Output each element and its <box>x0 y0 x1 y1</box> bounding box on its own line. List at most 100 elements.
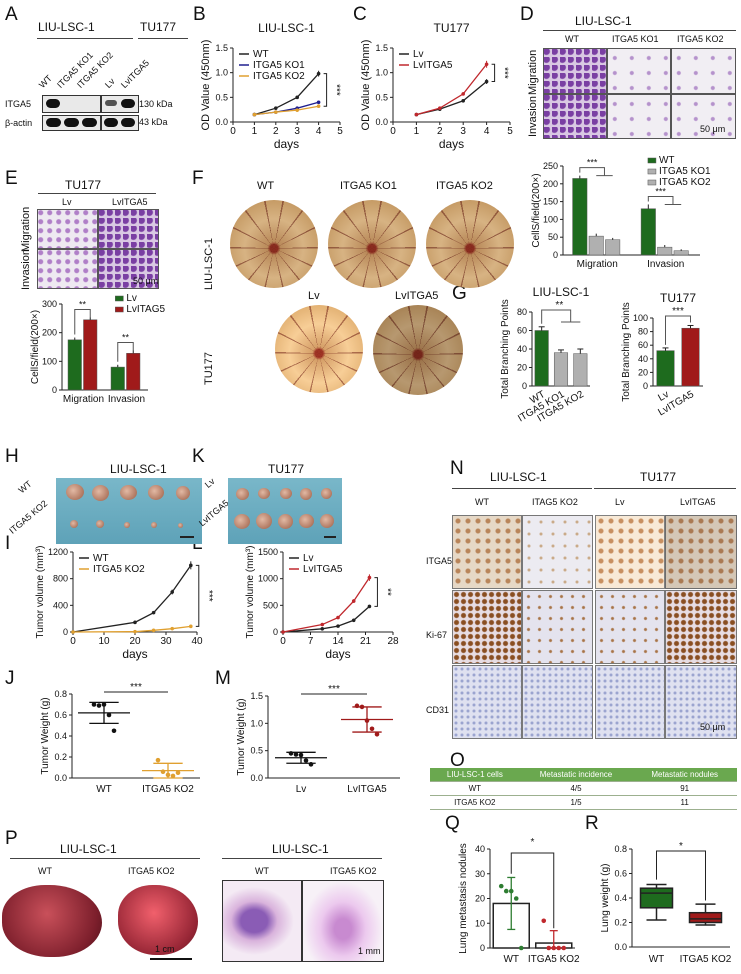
data-point <box>556 945 562 951</box>
data-point <box>189 563 193 568</box>
bar <box>673 250 689 256</box>
x-tick-label: LvITGA5 <box>347 784 387 795</box>
y-tick-label: 1500 <box>258 547 278 557</box>
bar <box>572 178 588 256</box>
column-label: ITAG5 KO2 <box>532 497 578 507</box>
data-point <box>503 888 509 894</box>
data-point <box>369 726 375 732</box>
bar <box>67 339 82 391</box>
data-point <box>354 703 360 709</box>
panel-letter-a: A <box>5 4 18 25</box>
legend-label: WT <box>93 553 109 564</box>
ihc-image <box>595 590 665 664</box>
y-tick-label: 30 <box>475 869 485 879</box>
data-point <box>513 896 519 901</box>
y-tick-label: 1.0 <box>250 718 263 728</box>
table-row: WT 4/5 91 <box>430 781 737 796</box>
data-point <box>170 773 176 779</box>
significance-bracket <box>491 63 496 83</box>
panel-letter-q: Q <box>445 813 460 834</box>
legend-label: ITGA5 KO2 <box>253 71 305 82</box>
chart-c: 0.0 0.5 1.0 1.5 TU177 OD Value (450nm) 0 1 2 3 4 5 d… <box>360 21 513 151</box>
y-tick-label: 0.5 <box>375 92 388 102</box>
legend-label: ITGA5 KO1 <box>659 166 711 177</box>
y-tick-label: 0.2 <box>614 918 627 928</box>
y-tick-label: 60 <box>638 340 648 350</box>
y-tick-label: 100 <box>543 214 558 224</box>
y-tick-label: 0.4 <box>614 893 627 903</box>
data-point <box>252 112 257 117</box>
ihc-image <box>452 590 522 664</box>
cell: 11 <box>632 795 737 810</box>
data-point <box>111 728 117 734</box>
y-axis-label: Total Branching Points <box>500 299 511 399</box>
y-tick-label: 0.0 <box>54 773 67 783</box>
scale-bar <box>150 958 192 960</box>
data-point <box>316 100 321 105</box>
data-point <box>484 62 489 67</box>
x-axis-label: days <box>274 137 299 151</box>
data-point <box>298 752 304 758</box>
y-tick-label: 0 <box>63 627 68 637</box>
y-axis-label: Tumor volume (mm³) <box>35 546 46 639</box>
column-label: WT <box>565 34 579 44</box>
data-point <box>498 883 504 889</box>
column-label: ITGA5 KO2 <box>436 180 493 192</box>
data-point <box>551 945 557 951</box>
x-tick-label: 2 <box>273 126 279 137</box>
significance-bracket <box>665 315 691 345</box>
significance-bracket <box>117 341 134 362</box>
data-point <box>170 590 174 594</box>
group-label: TU177 <box>640 470 677 484</box>
data-point <box>414 112 419 117</box>
panel-title: TU177 <box>65 178 102 192</box>
column-label: Lv <box>62 197 72 207</box>
legend-swatch <box>647 179 657 186</box>
legend-label: WT <box>659 155 675 166</box>
bar <box>681 327 700 387</box>
lung-photo <box>118 885 198 955</box>
y-tick-label: 20 <box>638 367 648 377</box>
y-axis-label: CellS/field(200×) <box>531 173 542 247</box>
y-tick-label: 20 <box>517 363 527 373</box>
series-line <box>254 105 319 116</box>
data-point <box>546 945 552 951</box>
molecular-weight: 130 kDa <box>139 99 173 109</box>
data-point <box>518 945 524 951</box>
micrograph <box>37 209 98 249</box>
y-tick-label: 0 <box>643 381 648 391</box>
y-tick-label: 20 <box>475 894 485 904</box>
panel-letter-b: B <box>193 4 206 25</box>
bar <box>573 353 588 387</box>
row-label: ITGA5 <box>426 556 453 566</box>
histology-image <box>222 880 302 962</box>
data-point <box>367 604 372 609</box>
x-tick-label: Lv <box>296 784 307 795</box>
x-tick-label: Lv <box>656 389 671 404</box>
significance-label: * <box>531 837 535 848</box>
legend-label: LvITAG5 <box>126 304 165 315</box>
data-point <box>561 945 567 951</box>
chart-title: TU177 <box>660 291 696 305</box>
panel-letter-m: M <box>215 668 231 689</box>
y-tick-label: 0 <box>480 943 485 953</box>
panel-letter-o: O <box>450 750 465 771</box>
panel-letter-k: K <box>192 446 205 467</box>
chart-g2: 0 20 40 60 80 100 TU177 Total Branching Points L… <box>621 291 703 418</box>
column-label: WT <box>38 866 52 876</box>
ihc-image <box>665 665 737 739</box>
scale-bar-label: 1 mm <box>358 946 381 956</box>
ihc-image <box>522 590 593 664</box>
data-point <box>96 703 102 708</box>
ihc-image <box>595 515 665 589</box>
legend-label: Lv <box>413 49 424 60</box>
data-point <box>359 704 365 710</box>
data-point <box>316 71 321 76</box>
significance-label: *** <box>130 682 142 693</box>
data-point <box>151 610 156 615</box>
significance-label: * <box>679 841 683 852</box>
scale-bar-label: 50 μm <box>700 722 726 732</box>
data-point <box>438 106 442 110</box>
